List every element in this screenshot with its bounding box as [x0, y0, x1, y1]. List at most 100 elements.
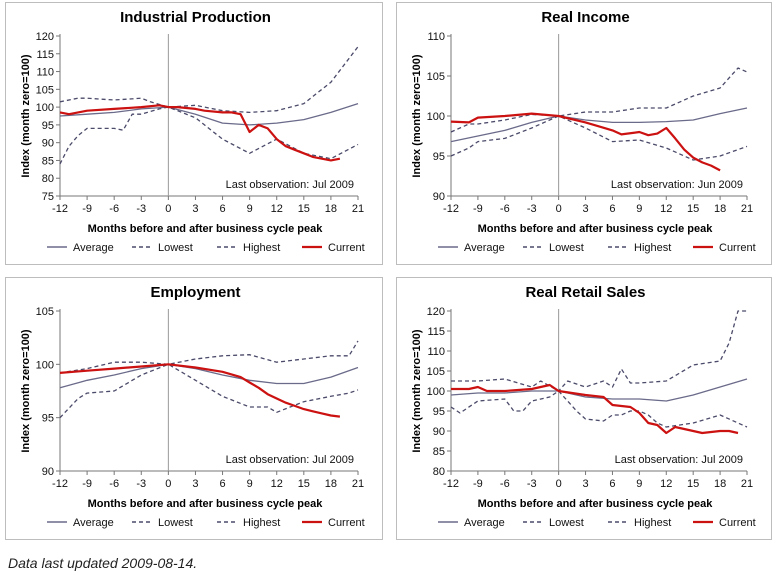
last-observation-note: Last observation: Jul 2009	[226, 179, 354, 191]
x-tick-label: 0	[165, 203, 171, 215]
chart-title: Real Retail Sales	[525, 284, 645, 301]
x-tick-label: 9	[247, 203, 253, 215]
chart-employment: Employment 90 95 100 105 -12 -9 -6 -3 0 3 6 9 12 15 18 2…	[5, 277, 383, 540]
x-tick-label: 15	[687, 478, 699, 490]
chart-title: Employment	[150, 284, 240, 301]
chart-title: Industrial Production	[120, 9, 271, 26]
x-tick-label: 0	[556, 478, 562, 490]
series-average-line	[59, 102, 359, 126]
series-current-line	[59, 363, 341, 418]
x-tick-label: 0	[165, 478, 171, 490]
x-tick-label: -12	[52, 203, 68, 215]
chart-frame	[5, 277, 383, 540]
y-axis-label: Index (month zero=100)	[20, 54, 32, 178]
x-tick-label: -6	[500, 203, 510, 215]
y-tick-label: 75	[42, 191, 54, 203]
y-axis-label: Index (month zero=100)	[411, 54, 423, 178]
x-tick-label: 15	[687, 203, 699, 215]
y-tick-label: 95	[433, 406, 445, 418]
x-tick-label: 18	[325, 203, 337, 215]
last-observation-note: Last observation: Jul 2009	[226, 454, 354, 466]
legend-label-current: Current	[328, 517, 365, 529]
x-tick-label: 21	[352, 478, 364, 490]
x-tick-label: 9	[636, 203, 642, 215]
y-tick-label: 105	[36, 306, 54, 318]
legend-label-lowest: Lowest	[549, 242, 584, 254]
x-axis-label: Months before and after business cycle p…	[478, 223, 714, 235]
y-tick-label: 80	[433, 466, 445, 478]
y-tick-label: 110	[427, 346, 445, 358]
x-tick-label: 3	[192, 478, 198, 490]
y-tick-label: 80	[42, 173, 54, 185]
x-tick-label: -12	[443, 203, 459, 215]
y-axis-label: Index (month zero=100)	[411, 329, 423, 453]
x-tick-label: -6	[109, 203, 119, 215]
legend-label-lowest: Lowest	[549, 517, 584, 529]
chart-industrial-production: Industrial Production7580859095100105110…	[5, 2, 383, 265]
series-highest-line	[450, 67, 748, 133]
series-average-line	[450, 378, 748, 402]
legend-label-average: Average	[73, 517, 114, 529]
x-axis-label: Months before and after business cycle p…	[88, 223, 324, 235]
legend-label-average: Average	[73, 242, 114, 254]
y-tick-label: 90	[433, 191, 445, 203]
x-tick-label: -9	[82, 478, 92, 490]
y-tick-label: 115	[36, 49, 54, 61]
x-tick-label: 6	[609, 478, 615, 490]
last-observation-note: Last observation: Jun 2009	[611, 179, 743, 191]
x-tick-label: 21	[741, 203, 753, 215]
legend-label-current: Current	[719, 242, 756, 254]
chart-frame	[396, 2, 772, 265]
charts-grid: Industrial Production7580859095100105110…	[5, 2, 772, 540]
chart-title: Real Income	[541, 9, 629, 26]
y-tick-label: 105	[427, 71, 445, 83]
y-tick-label: 85	[433, 446, 445, 458]
series-highest-line	[451, 310, 747, 392]
x-tick-label: 12	[271, 203, 283, 215]
x-tick-label: 3	[582, 478, 588, 490]
x-tick-label: 12	[271, 478, 283, 490]
y-tick-label: 120	[427, 306, 445, 318]
x-tick-label: 12	[660, 478, 672, 490]
series-current-line	[59, 104, 341, 162]
series-current-line	[451, 383, 739, 435]
x-tick-label: -12	[52, 478, 68, 490]
series-lowest-line	[59, 363, 359, 419]
x-tick-label: 18	[714, 203, 726, 215]
series-highest-line	[59, 340, 359, 374]
chart-real-income: Real Income 90 95 100 105 110 -12 -9 -6 -3 0 3 6 9 12 1…	[396, 2, 772, 265]
series-average-line	[450, 107, 748, 143]
y-tick-label: 95	[433, 151, 445, 163]
x-tick-label: 6	[219, 478, 225, 490]
y-tick-label: 85	[42, 155, 54, 167]
x-tick-label: -3	[527, 478, 537, 490]
y-tick-label: 110	[36, 67, 54, 79]
y-tick-label: 105	[36, 84, 54, 96]
series-lowest-line	[450, 390, 748, 428]
x-tick-label: -6	[500, 478, 510, 490]
x-tick-label: 15	[298, 203, 310, 215]
x-tick-label: 6	[609, 203, 615, 215]
legend-label-highest: Highest	[243, 517, 280, 529]
x-tick-label: 3	[582, 203, 588, 215]
x-tick-label: -3	[136, 478, 146, 490]
x-tick-label: 18	[714, 478, 726, 490]
y-tick-label: 120	[36, 31, 54, 43]
y-tick-label: 90	[433, 426, 445, 438]
x-tick-label: -9	[473, 478, 483, 490]
legend-label-average: Average	[464, 517, 505, 529]
y-tick-label: 115	[427, 326, 445, 338]
x-tick-label: -12	[443, 478, 459, 490]
last-observation-note: Last observation: Jul 2009	[615, 454, 743, 466]
series-lowest-line	[450, 115, 748, 161]
series-lowest-line	[59, 106, 359, 165]
y-tick-label: 105	[427, 366, 445, 378]
y-tick-label: 100	[427, 111, 445, 123]
legend-label-lowest: Lowest	[158, 242, 193, 254]
x-axis-label: Months before and after business cycle p…	[88, 498, 324, 510]
data-updated-note: Data last updated 2009-08-14.	[8, 555, 198, 571]
x-tick-label: -9	[473, 203, 483, 215]
x-tick-label: 18	[325, 478, 337, 490]
y-tick-label: 100	[36, 102, 54, 114]
y-tick-label: 100	[36, 359, 54, 371]
